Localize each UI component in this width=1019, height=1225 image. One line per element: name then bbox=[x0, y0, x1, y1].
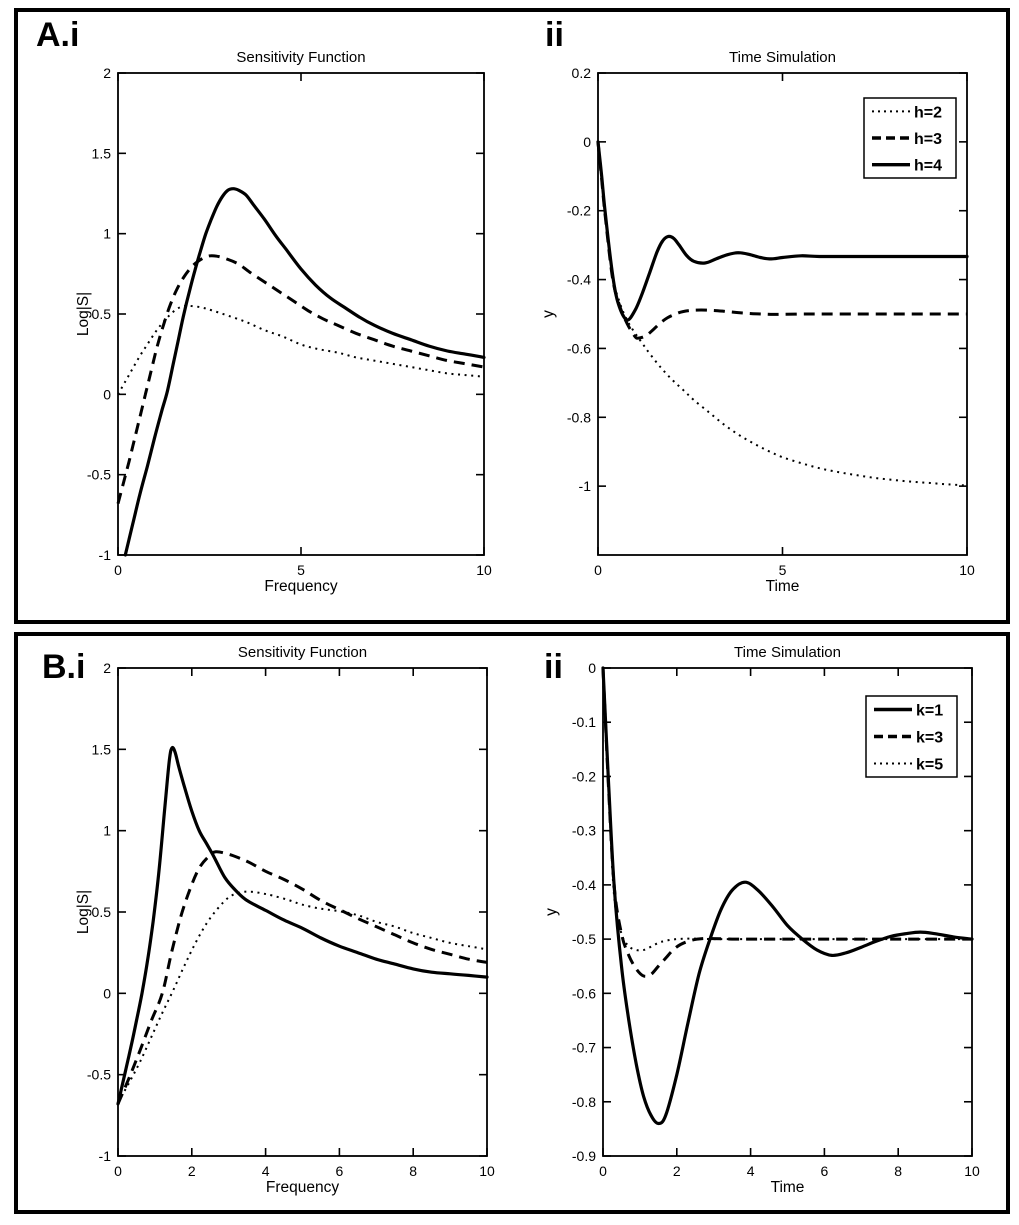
y-tick-label: 1 bbox=[103, 226, 111, 242]
x-tick-label: 6 bbox=[336, 1163, 344, 1179]
series-line-k5 bbox=[117, 890, 488, 1103]
plot-box-a-i bbox=[117, 72, 485, 556]
x-tick-label: 8 bbox=[894, 1163, 902, 1179]
x-tick-label: 5 bbox=[779, 562, 787, 578]
chart-title-a-i: Sensitivity Function bbox=[236, 49, 365, 66]
plot-box-b-ii bbox=[602, 667, 973, 1157]
legend-label: k=5 bbox=[916, 757, 943, 774]
chart-b-i: B.i Sensitivity Function Frequency Log|S| 0 2… bbox=[42, 644, 495, 1196]
y-tick-label: -0.4 bbox=[572, 877, 596, 893]
chart-a-ii: ii Time Simulation Time y 0 5 10 0.2 0 -0.2 -0.4 -0… bbox=[540, 16, 975, 595]
x-tick-label: 8 bbox=[409, 1163, 417, 1179]
y-tick-label: -1 bbox=[579, 478, 592, 494]
y-tick-label: -0.5 bbox=[572, 931, 596, 947]
y-tick-label: 1.5 bbox=[92, 741, 112, 757]
panel-b-border bbox=[14, 632, 1010, 1214]
x-axis-label-b-i: Frequency bbox=[266, 1179, 339, 1196]
legend-label: k=1 bbox=[916, 703, 943, 720]
y-axis-label-b-i: Log|S| bbox=[75, 890, 92, 934]
x-tick-label: 0 bbox=[594, 562, 602, 578]
plot-box-b-i bbox=[117, 667, 488, 1157]
x-tick-label: 0 bbox=[114, 1163, 122, 1179]
y-tick-label: 0 bbox=[583, 134, 591, 150]
y-tick-label: -0.1 bbox=[572, 714, 596, 730]
legend-label: h=4 bbox=[914, 158, 942, 175]
legend-label: k=3 bbox=[916, 730, 943, 747]
panel-label-b-i: B.i bbox=[42, 648, 85, 686]
series-line-h2 bbox=[117, 304, 485, 395]
y-tick-label: -0.8 bbox=[572, 1094, 596, 1110]
y-tick-label: 2 bbox=[103, 65, 111, 81]
x-tick-label: 5 bbox=[297, 562, 305, 578]
y-tick-label: -0.9 bbox=[572, 1148, 596, 1164]
panel-label-b-ii: ii bbox=[544, 648, 563, 686]
series-line-h3 bbox=[596, 141, 967, 340]
y-axis-label-b-ii: y bbox=[543, 908, 560, 916]
y-tick-label: -0.6 bbox=[572, 985, 596, 1001]
series-line-h4 bbox=[123, 187, 486, 557]
chart-title-b-i: Sensitivity Function bbox=[238, 644, 367, 661]
y-tick-label: -0.8 bbox=[567, 409, 591, 425]
y-tick-label: 0 bbox=[588, 660, 596, 676]
x-tick-label: 0 bbox=[114, 562, 122, 578]
y-tick-label: -0.7 bbox=[572, 1040, 596, 1056]
y-tick-label: -0.5 bbox=[87, 467, 111, 483]
panel-label-a-ii: ii bbox=[545, 16, 564, 54]
series-line-h3 bbox=[116, 254, 485, 504]
y-tick-label: 0.5 bbox=[92, 904, 112, 920]
x-tick-label: 10 bbox=[476, 562, 492, 578]
panel-a-border bbox=[14, 8, 1010, 624]
legend-label: h=2 bbox=[914, 104, 942, 121]
y-tick-label: 0.5 bbox=[92, 306, 112, 322]
x-axis-label-a-ii: Time bbox=[766, 578, 800, 595]
legend-b-ii: k=1 k=3 k=5 bbox=[865, 695, 958, 778]
y-tick-label: 1 bbox=[103, 823, 111, 839]
y-tick-label: -0.4 bbox=[567, 272, 591, 288]
series-line-k1 bbox=[116, 745, 489, 1106]
y-tick-label: -0.6 bbox=[567, 340, 591, 356]
x-tick-label: 10 bbox=[479, 1163, 495, 1179]
x-axis-label-a-i: Frequency bbox=[264, 578, 337, 595]
y-tick-label: -0.5 bbox=[87, 1067, 111, 1083]
y-tick-label: -0.3 bbox=[572, 823, 596, 839]
y-tick-label: 1.5 bbox=[92, 145, 112, 161]
series-line-h4 bbox=[596, 140, 969, 322]
x-tick-label: 2 bbox=[188, 1163, 196, 1179]
y-tick-label: 0 bbox=[103, 985, 111, 1001]
chart-title-b-ii: Time Simulation bbox=[734, 644, 841, 661]
chart-a-i: A.i Sensitivity Function Frequency Log|S| 0 5… bbox=[36, 16, 492, 595]
legend-a-ii: h=2 h=3 h=4 bbox=[863, 97, 957, 179]
y-tick-label: -1 bbox=[99, 1148, 112, 1164]
y-tick-label: -1 bbox=[99, 547, 112, 563]
series-line-k1 bbox=[601, 666, 974, 1126]
x-axis-label-b-ii: Time bbox=[771, 1179, 805, 1196]
chart-b-ii: ii Time Simulation Time y 0 2 4 6 8 10 0 -0.1 -0.2 -0… bbox=[543, 644, 980, 1196]
charts-layer: A.i Sensitivity Function Frequency Log|S| 0 5… bbox=[36, 16, 980, 1196]
series-line-k3 bbox=[116, 850, 488, 1105]
x-tick-label: 4 bbox=[747, 1163, 755, 1179]
y-axis-label-a-ii: y bbox=[540, 310, 557, 318]
x-tick-label: 2 bbox=[673, 1163, 681, 1179]
x-tick-label: 10 bbox=[959, 562, 975, 578]
x-tick-label: 4 bbox=[262, 1163, 270, 1179]
x-tick-label: 6 bbox=[821, 1163, 829, 1179]
y-tick-label: 0.2 bbox=[572, 65, 592, 81]
series-line-k5 bbox=[602, 667, 972, 952]
panel-label-a-i: A.i bbox=[36, 16, 79, 54]
x-tick-label: 10 bbox=[964, 1163, 980, 1179]
y-tick-label: -0.2 bbox=[567, 203, 591, 219]
y-tick-label: -0.2 bbox=[572, 768, 596, 784]
y-axis-label-a-i: Log|S| bbox=[75, 292, 92, 336]
legend-label: h=3 bbox=[914, 131, 942, 148]
chart-title-a-ii: Time Simulation bbox=[729, 49, 836, 66]
x-tick-label: 0 bbox=[599, 1163, 607, 1179]
y-tick-label: 2 bbox=[103, 660, 111, 676]
y-tick-label: 0 bbox=[103, 386, 111, 402]
series-line-h2 bbox=[597, 141, 968, 487]
